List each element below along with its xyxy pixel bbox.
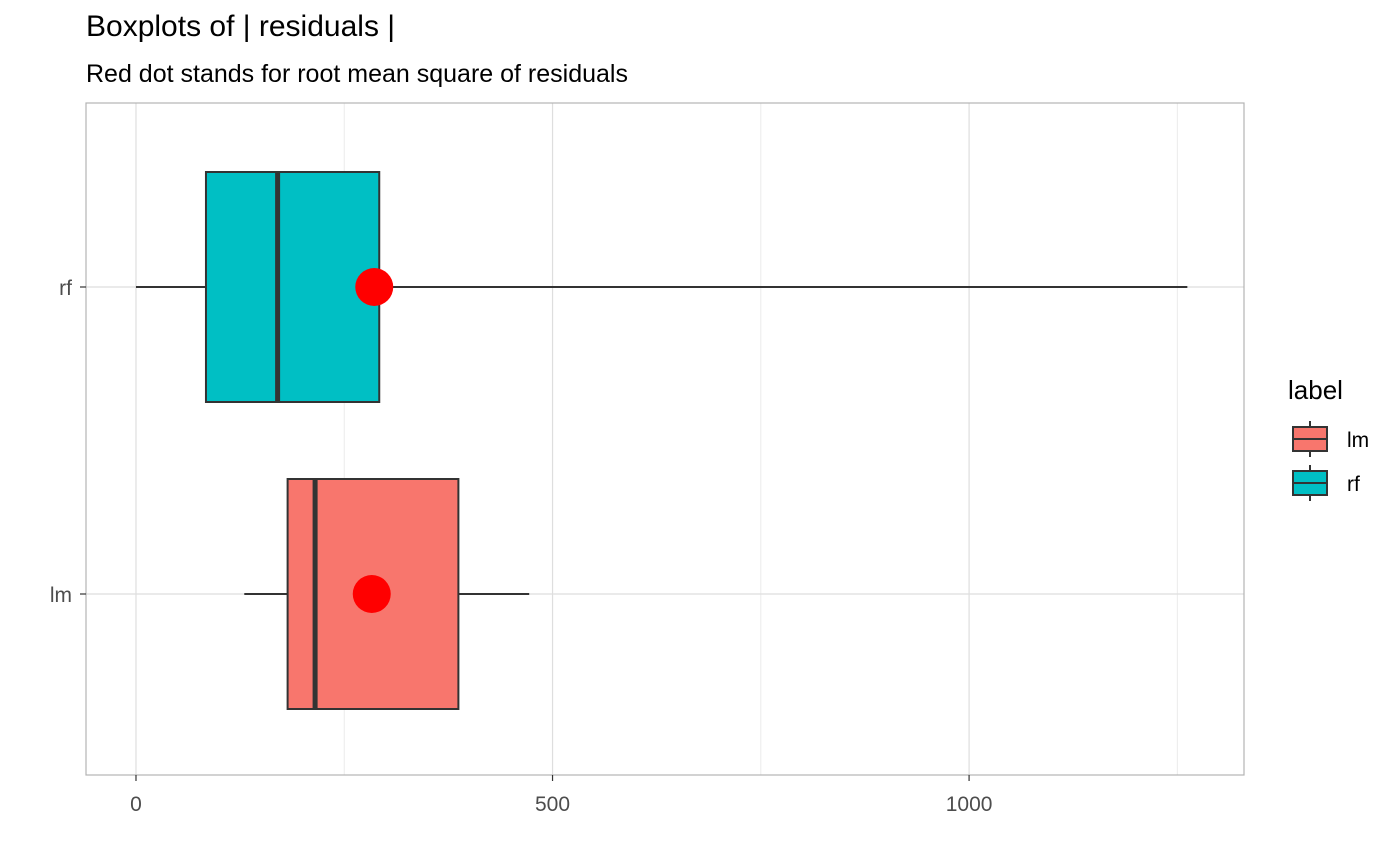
boxplot-lm — [244, 478, 530, 710]
rms-point — [352, 575, 391, 613]
chart-subtitle: Red dot stands for root mean square of r… — [86, 60, 628, 88]
x-tick-label: 0 — [130, 793, 142, 816]
legend-entry-label: rf — [1347, 473, 1360, 496]
box — [204, 171, 381, 403]
boxplot-rf — [135, 171, 1188, 403]
rms-point — [355, 268, 394, 306]
chart-title: Boxplots of | residuals | — [86, 10, 396, 43]
y-tick-label: lm — [50, 584, 72, 607]
legend-entry-label: lm — [1347, 429, 1369, 452]
legend-entry-lm: lm — [1292, 421, 1369, 457]
x-tick-label: 1000 — [946, 793, 993, 816]
y-tick-label: rf — [59, 277, 72, 300]
x-tick-label: 500 — [535, 793, 570, 816]
panel-border — [85, 102, 1245, 776]
legend-entry-rf: rf — [1292, 465, 1360, 501]
legend-title: label — [1288, 375, 1343, 405]
